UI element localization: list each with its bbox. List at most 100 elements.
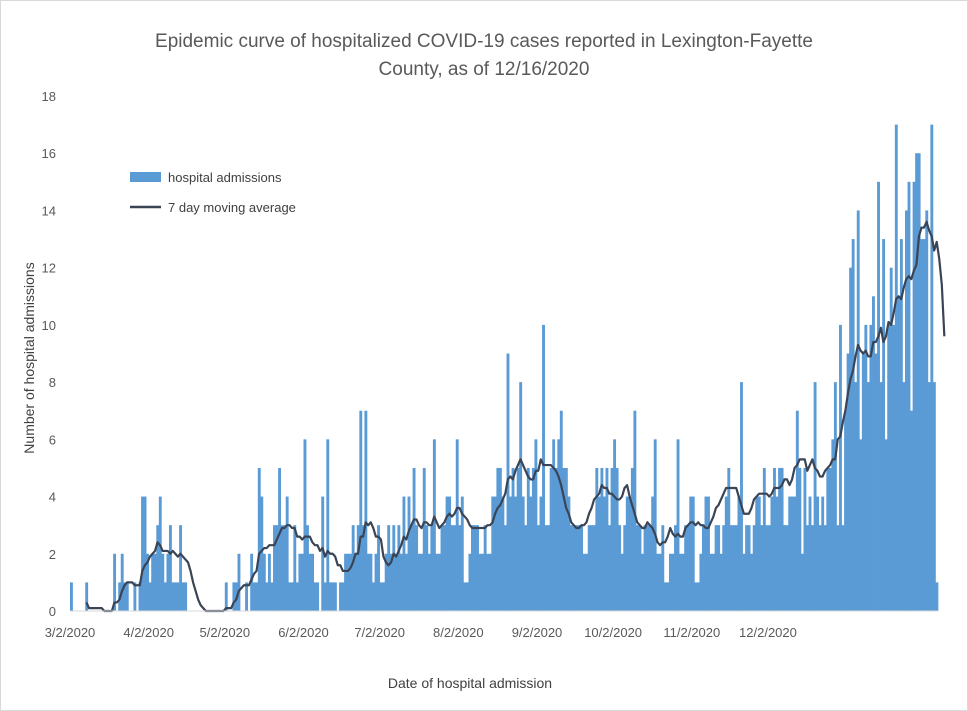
bar xyxy=(932,382,936,611)
bar xyxy=(491,496,495,611)
bar xyxy=(549,467,553,611)
bar xyxy=(671,553,675,611)
bar xyxy=(524,525,528,611)
bar xyxy=(925,210,929,611)
y-tick-label: 0 xyxy=(49,604,56,619)
bar xyxy=(927,382,931,611)
bar xyxy=(580,525,584,611)
bar xyxy=(691,496,695,611)
bar xyxy=(399,553,403,611)
bar xyxy=(417,553,421,611)
x-tick-label: 9/2/2020 xyxy=(512,625,563,640)
bar xyxy=(547,525,551,611)
bar xyxy=(747,525,751,611)
bar xyxy=(174,582,177,611)
bar xyxy=(526,467,530,611)
bar xyxy=(811,525,814,611)
bar xyxy=(148,582,152,611)
bar xyxy=(237,553,241,611)
bar xyxy=(445,496,449,611)
bar xyxy=(686,525,690,611)
x-tick-label: 11/2/2020 xyxy=(663,625,720,640)
bar xyxy=(483,525,487,611)
bar xyxy=(722,525,726,611)
bar xyxy=(179,525,183,611)
bar xyxy=(382,582,386,611)
bar xyxy=(430,525,434,611)
bar xyxy=(828,467,832,611)
bar xyxy=(125,582,129,611)
bar xyxy=(879,382,883,611)
bar xyxy=(308,553,312,611)
bar xyxy=(250,553,254,611)
bar xyxy=(564,467,568,611)
bar xyxy=(536,525,540,611)
bar xyxy=(587,525,591,611)
bar xyxy=(567,496,571,611)
bar xyxy=(712,553,716,611)
bar xyxy=(412,467,416,611)
x-tick-label: 8/2/2020 xyxy=(433,625,484,640)
bar xyxy=(481,553,485,611)
bar xyxy=(767,525,771,611)
moving-average-line xyxy=(85,220,946,613)
legend-line-label: 7 day moving average xyxy=(168,200,296,215)
bar xyxy=(808,496,812,611)
bar xyxy=(724,496,728,611)
bar xyxy=(252,582,256,611)
bar xyxy=(326,439,330,611)
bar xyxy=(798,467,802,611)
bar xyxy=(468,553,472,611)
bar xyxy=(635,525,639,611)
bar xyxy=(608,525,611,611)
x-tick-label: 3/2/2020 xyxy=(45,625,96,640)
bar xyxy=(438,553,441,611)
bar xyxy=(590,525,594,611)
bar xyxy=(384,553,388,611)
bar xyxy=(915,153,919,611)
x-tick-label: 4/2/2020 xyxy=(123,625,174,640)
bar xyxy=(575,525,578,611)
y-tick-label: 14 xyxy=(42,203,56,218)
bar xyxy=(366,553,370,611)
bar xyxy=(270,582,274,611)
bar xyxy=(476,525,479,611)
bar xyxy=(153,553,157,611)
bar xyxy=(610,467,614,611)
bar xyxy=(793,496,797,611)
bar xyxy=(679,553,683,611)
bar xyxy=(755,496,759,611)
bar xyxy=(653,439,657,611)
bar xyxy=(620,553,624,611)
bar xyxy=(859,439,863,611)
bar xyxy=(717,525,721,611)
bar xyxy=(785,525,789,611)
bar xyxy=(559,410,563,611)
bar xyxy=(831,439,835,611)
bar xyxy=(562,467,566,611)
bar xyxy=(643,525,647,611)
bar xyxy=(638,525,642,611)
bar xyxy=(844,410,847,611)
bar xyxy=(402,496,406,611)
bar xyxy=(392,525,396,611)
bar xyxy=(595,467,599,611)
bar xyxy=(676,439,680,611)
bar xyxy=(694,582,698,611)
bar xyxy=(668,553,672,611)
y-tick-label: 10 xyxy=(42,318,56,333)
bar xyxy=(504,525,507,611)
bar xyxy=(509,496,512,611)
bar xyxy=(158,496,162,611)
bar xyxy=(882,239,886,612)
bar xyxy=(138,582,142,611)
bar xyxy=(120,553,124,611)
bar xyxy=(894,124,898,611)
bar xyxy=(356,525,360,611)
bar xyxy=(704,496,708,611)
bars-group xyxy=(70,124,939,612)
bar xyxy=(288,582,292,611)
y-axis-title: Number of hospital admissions xyxy=(21,262,37,453)
bar xyxy=(379,582,383,611)
bar xyxy=(897,296,901,611)
